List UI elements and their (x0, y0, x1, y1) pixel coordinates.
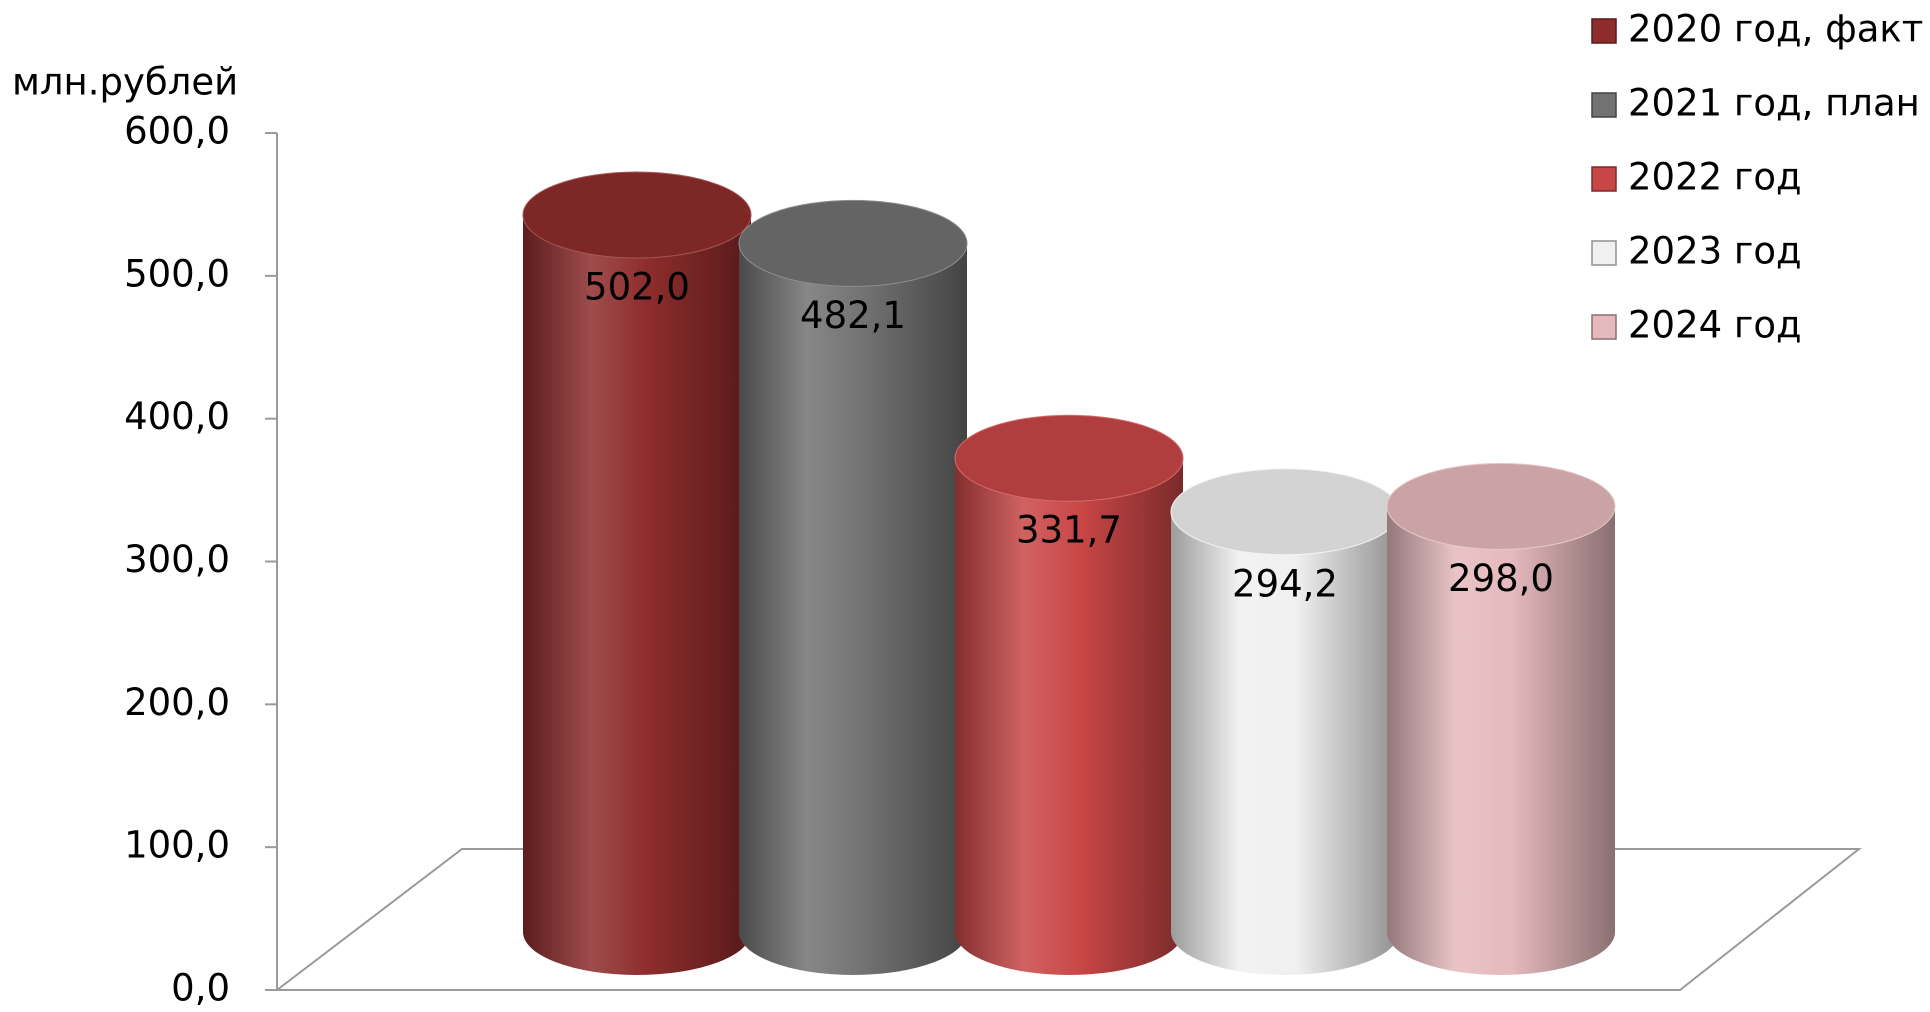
legend-label: 2022 год (1628, 156, 1802, 199)
data-label: 294,2 (1232, 562, 1338, 605)
legend-marker (1591, 92, 1617, 118)
cylinder-body (1171, 511, 1399, 975)
y-tick-label: 200,0 (124, 681, 230, 724)
cylinder-top (954, 414, 1184, 502)
legend-marker (1591, 240, 1617, 266)
cylinder-top (1170, 468, 1400, 556)
legend-label: 2024 год (1628, 304, 1802, 347)
cylinder-top (1386, 462, 1616, 550)
legend-label: 2023 год (1628, 230, 1802, 273)
cylinder-body (523, 214, 751, 975)
data-label: 331,7 (1016, 509, 1122, 552)
floor (274, 848, 1862, 991)
cylinder-top (522, 171, 752, 259)
data-label: 482,1 (800, 294, 906, 337)
y-tick-label: 100,0 (124, 824, 230, 867)
y-tick-label: 0,0 (171, 967, 230, 1010)
cylinder-body (1387, 506, 1615, 975)
cylinder-body (955, 458, 1183, 976)
legend-marker (1591, 314, 1617, 340)
y-tick-label: 300,0 (124, 538, 230, 581)
legend-marker (1591, 166, 1617, 192)
cylinder-body (739, 243, 967, 975)
data-label: 298,0 (1448, 557, 1554, 600)
y-tick-label: 400,0 (124, 395, 230, 438)
cylinder-top (738, 199, 968, 287)
legend-marker (1591, 18, 1617, 44)
axis-title: млн.рублей (12, 61, 238, 104)
y-tick-label: 600,0 (124, 110, 230, 153)
data-label: 502,0 (584, 265, 690, 308)
legend-label: 2021 год, план (1628, 82, 1920, 125)
y-tick-label: 500,0 (124, 252, 230, 295)
legend-label: 2020 год, факт (1628, 8, 1923, 51)
